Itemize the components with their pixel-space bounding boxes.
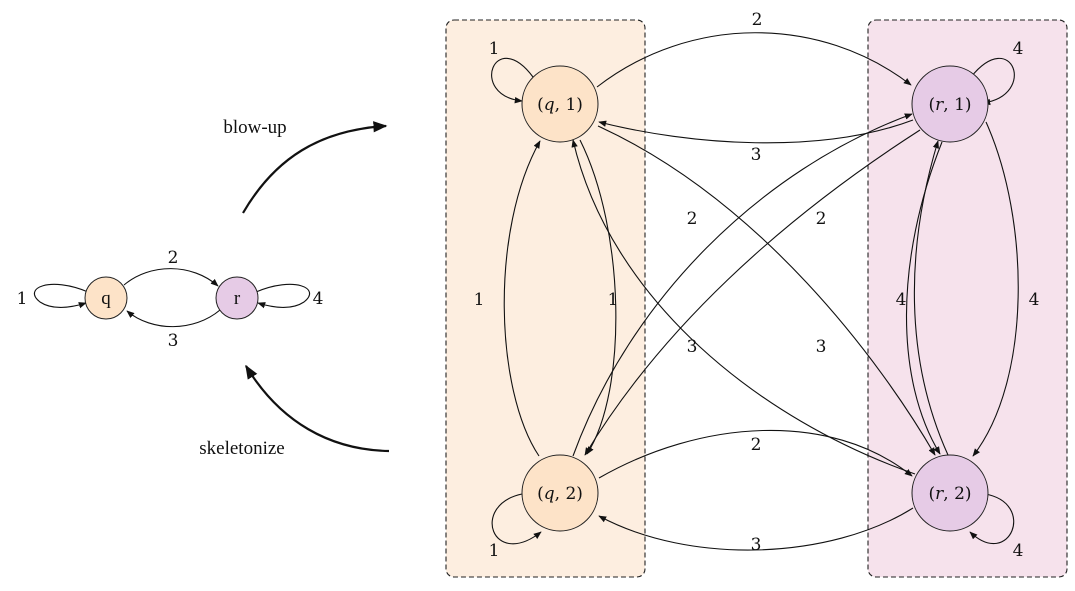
small-edge-q-to-r [124, 269, 218, 286]
node-r1-label: (r, 1) [928, 95, 971, 115]
label-r1-to-q2: 3 [816, 337, 827, 357]
small-edge-q-loop [34, 284, 88, 307]
small-node-q-label: q [101, 288, 111, 309]
small-edge-r-to-q [127, 310, 220, 327]
small-edge-r-loop [256, 284, 310, 307]
skeletonize-label: skeletonize [199, 438, 284, 459]
label-q1-to-q2: 1 [608, 290, 619, 310]
label-r2-to-q2: 3 [751, 535, 762, 555]
label-q2-to-q1: 1 [474, 290, 485, 310]
label-r1-to-q1: 3 [751, 145, 762, 165]
label-q2-loop: 1 [489, 541, 500, 561]
label-q2-to-r1: 2 [687, 209, 698, 229]
small-label-r-loop: 4 [313, 289, 324, 309]
small-label-q-loop: 1 [17, 289, 28, 309]
label-r2-loop: 4 [1013, 541, 1024, 561]
label-r1-to-r2-inner: 4 [896, 290, 907, 310]
label-q2-to-r2: 2 [751, 435, 762, 455]
blow-up-arrow [243, 126, 386, 213]
label-q1-to-r2: 2 [816, 209, 827, 229]
label-q1-loop: 1 [489, 39, 500, 59]
node-r2-label: (r, 2) [928, 484, 971, 504]
small-graph: q r 1 2 3 4 [17, 248, 324, 351]
label-r1-to-r2-outer: 4 [1029, 290, 1040, 310]
blow-up-label: blow-up [223, 117, 286, 138]
small-label-q-to-r: 2 [168, 248, 179, 268]
node-q1-label: (q, 1) [537, 95, 583, 115]
label-r2-to-q1: 3 [687, 337, 698, 357]
small-node-r-label: r [234, 288, 241, 309]
label-r1-loop: 4 [1013, 39, 1024, 59]
small-label-r-to-q: 3 [168, 331, 179, 351]
edge-r1-to-q1 [599, 120, 913, 143]
node-q2-label: (q, 2) [537, 484, 583, 504]
label-q1-to-r1: 2 [752, 10, 763, 30]
